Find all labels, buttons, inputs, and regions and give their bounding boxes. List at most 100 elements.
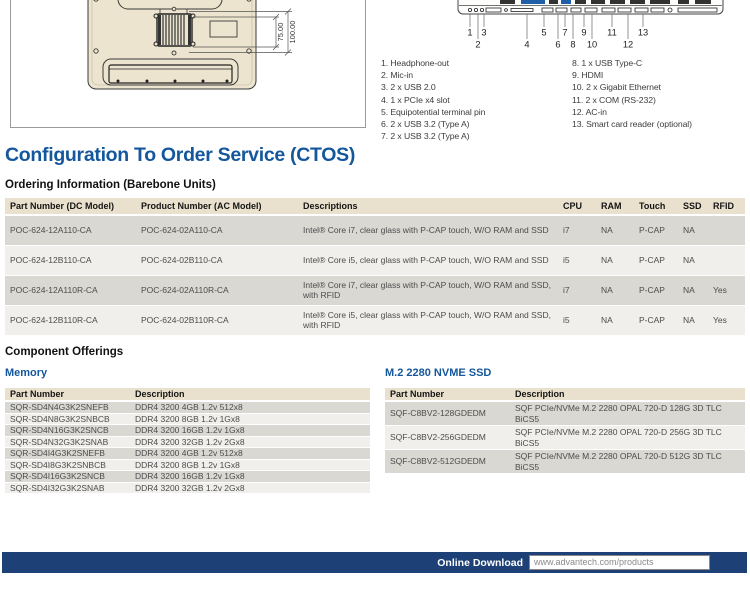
cell-ac: POC-624-02B110-CA <box>136 245 298 276</box>
cell-description: DDR4 3200 16GB 1.2v 1Gx8 <box>130 470 370 483</box>
rear-port-row <box>500 0 711 4</box>
callout-numbers-row1: 1 3 5 7 9 11 13 <box>467 28 648 38</box>
table-row: SQR-SD4I32G3K2SNAB DDR4 3200 32GB 1.2v 2… <box>5 482 370 494</box>
port-item: 4. 1 x PCIe x4 slot <box>381 94 450 105</box>
table-row: SQF-C8BV2-512GDEDM SQF PCIe/NVMe M.2 228… <box>385 449 745 474</box>
table-row: POC-624-12A110R-CA POC-624-02A110R-CA In… <box>5 275 745 306</box>
table-row: SQF-C8BV2-128GDEDM SQF PCIe/NVMe M.2 228… <box>385 401 745 426</box>
port-item: 9. HDMI <box>572 70 604 81</box>
cell-part-number: SQR-SD4I4G3K2SNEFB <box>5 447 130 460</box>
cell-part-number: SQR-SD4N32G3K2SNAB <box>5 436 130 448</box>
page-title: Configuration To Order Service (CTOS) <box>5 144 356 166</box>
label-plate <box>209 20 238 38</box>
table-row: SQR-SD4N4G3K2SNEFB DDR4 3200 4GB 1.2v 51… <box>5 401 370 414</box>
corner-screws <box>93 0 252 54</box>
cell-rfid: Yes <box>708 275 745 306</box>
port-item: 2. Mic-in <box>381 70 413 81</box>
cell-description: DDR4 3200 8GB 1.2v 1Gx8 <box>130 459 370 471</box>
ssd-table-header-row: Part Number Description <box>385 388 745 402</box>
cell-description: DDR4 3200 4GB 1.2v 512x8 <box>130 447 370 460</box>
table-row: SQR-SD4I8G3K2SNBCB DDR4 3200 8GB 1.2v 1G… <box>5 459 370 471</box>
cell-ram: NA <box>596 305 634 336</box>
stand-base <box>102 58 239 86</box>
ordering-information-heading: Ordering Information (Barebone Units) <box>5 179 216 191</box>
callout-9: 9 <box>581 28 586 38</box>
cell-cpu: i7 <box>558 275 596 306</box>
vesa-heatsink <box>153 13 196 47</box>
cell-ram: NA <box>596 215 634 246</box>
online-download-label: Online Download <box>437 556 523 569</box>
port-item: 7. 2 x USB 3.2 (Type A) <box>381 131 470 142</box>
ssd-table: Part Number Description SQF-C8BV2-128GDE… <box>385 388 745 474</box>
callout-12: 12 <box>623 40 633 50</box>
callout-4: 4 <box>524 40 529 50</box>
cell-description: SQF PCIe/NVMe M.2 2280 OPAL 720-D 512G 3… <box>510 449 745 474</box>
port-list-right: 8. 1 x USB Type-C 9. HDMI 10. 2 x Gigabi… <box>572 57 750 130</box>
port-item: 10. 2 x Gigabit Ethernet <box>572 82 661 93</box>
callout-leader-lines <box>469 14 644 39</box>
table-row: SQR-SD4N32G3K2SNAB DDR4 3200 32GB 1.2v 2… <box>5 436 370 448</box>
cell-description: DDR4 3200 4GB 1.2v 512x8 <box>130 401 370 414</box>
callout-7: 7 <box>562 28 567 38</box>
port-item: 6. 2 x USB 3.2 (Type A) <box>381 119 470 130</box>
cell-description: DDR4 3200 8GB 1.2v 1Gx8 <box>130 413 370 425</box>
cell-part-number: SQR-SD4I16G3K2SNCB <box>5 470 130 483</box>
cell-part-number: SQF-C8BV2-256GDEDM <box>385 425 510 450</box>
port-list-left: 1. Headphone-out 2. Mic-in 3. 2 x USB 2.… <box>381 57 571 142</box>
col-header-description: Description <box>510 388 745 402</box>
cell-dc: POC-624-12B110-CA <box>5 245 136 276</box>
callout-8: 8 <box>570 40 575 50</box>
cell-dc: POC-624-12A110R-CA <box>5 275 136 306</box>
col-header-ssd: SSD <box>678 198 708 216</box>
cell-rfid <box>708 245 745 276</box>
cell-desc: Intel® Core i5, clear glass with P-CAP t… <box>298 305 558 336</box>
cell-part-number: SQR-SD4I8G3K2SNBCB <box>5 459 130 471</box>
ordering-table-header-row: Part Number (DC Model) Product Number (A… <box>5 198 745 216</box>
rear-view-drawing-frame: 75.00 100.00 <box>10 0 366 128</box>
col-header-part-number: Part Number <box>5 388 130 402</box>
download-url[interactable]: www.advantech.com/products <box>529 555 710 570</box>
cell-rfid: Yes <box>708 305 745 336</box>
col-header-ram: RAM <box>596 198 634 216</box>
col-header-cpu: CPU <box>558 198 596 216</box>
cell-touch: P-CAP <box>634 215 678 246</box>
cell-desc: Intel® Core i7, clear glass with P-CAP t… <box>298 275 558 306</box>
port-item: 13. Smart card reader (optional) <box>572 119 692 130</box>
callout-5: 5 <box>541 28 546 38</box>
stand-bracket <box>117 0 223 10</box>
port-item: 5. Equipotential terminal pin <box>381 106 486 117</box>
table-row: POC-624-12B110-CA POC-624-02B110-CA Inte… <box>5 245 745 276</box>
cell-ssd: NA <box>678 215 708 246</box>
table-row: SQR-SD4N8G3K2SNBCB DDR4 3200 8GB 1.2v 1G… <box>5 413 370 425</box>
cell-desc: Intel® Core i7, clear glass with P-CAP t… <box>298 215 558 246</box>
cell-ac: POC-624-02A110R-CA <box>136 275 298 306</box>
col-header-touch: Touch <box>634 198 678 216</box>
table-row: SQR-SD4I16G3K2SNCB DDR4 3200 16GB 1.2v 1… <box>5 470 370 483</box>
component-offerings-heading: Component Offerings <box>5 346 124 358</box>
port-item: 3. 2 x USB 2.0 <box>381 82 436 93</box>
cell-touch: P-CAP <box>634 305 678 336</box>
cell-description: SQF PCIe/NVMe M.2 2280 OPAL 720-D 256G 3… <box>510 425 745 450</box>
cell-ac: POC-624-02A110-CA <box>136 215 298 246</box>
cell-touch: P-CAP <box>634 245 678 276</box>
dimension-lines <box>189 8 292 56</box>
cell-description: DDR4 3200 32GB 1.2v 2Gx8 <box>130 436 370 448</box>
cell-part-number: SQR-SD4N8G3K2SNBCB <box>5 413 130 425</box>
cell-desc: Intel® Core i5, clear glass with P-CAP t… <box>298 245 558 276</box>
ordering-table: Part Number (DC Model) Product Number (A… <box>5 198 745 336</box>
cell-cpu: i7 <box>558 215 596 246</box>
callout-6: 6 <box>555 40 560 50</box>
cell-description: SQF PCIe/NVMe M.2 2280 OPAL 720-D 128G 3… <box>510 401 745 426</box>
callout-2: 2 <box>475 40 480 50</box>
cell-part-number: SQF-C8BV2-128GDEDM <box>385 401 510 426</box>
port-item: 11. 2 x COM (RS-232) <box>572 94 656 105</box>
port-item: 8. 1 x USB Type-C <box>572 58 643 68</box>
cell-part-number: SQR-SD4N4G3K2SNEFB <box>5 401 130 414</box>
cell-dc: POC-624-12A110-CA <box>5 215 136 246</box>
online-download-bar: Online Download www.advantech.com/produc… <box>2 552 747 573</box>
table-row: SQR-SD4N16G3K2SNCB DDR4 3200 16GB 1.2v 1… <box>5 424 370 437</box>
table-row: SQR-SD4I4G3K2SNEFB DDR4 3200 4GB 1.2v 51… <box>5 447 370 460</box>
col-header-descriptions: Descriptions <box>298 198 558 216</box>
cell-part-number: SQR-SD4N16G3K2SNCB <box>5 424 130 437</box>
cell-rfid <box>708 215 745 246</box>
